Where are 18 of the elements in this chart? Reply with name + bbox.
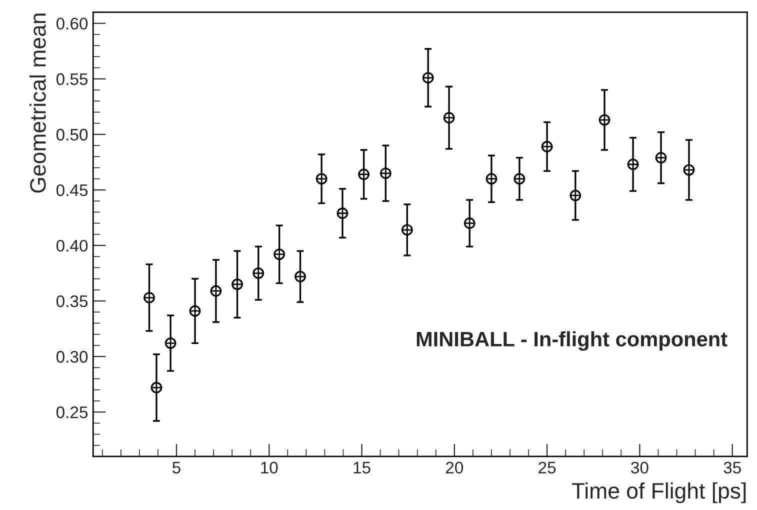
x-tick-label: 15	[354, 462, 370, 474]
x-tick-label: 5	[172, 462, 180, 474]
y-tick-label: 0.35	[56, 295, 88, 308]
y-tick-label: 0.45	[56, 184, 88, 196]
x-tick-label: 30	[631, 462, 648, 474]
y-tick-label: 0.50	[56, 128, 88, 141]
annotation: MINIBALL - In-flight component	[416, 331, 728, 351]
x-tick-label: 20	[446, 462, 464, 474]
y-tick-label: 0.25	[56, 406, 88, 418]
x-tick-label: 10	[261, 462, 278, 474]
y-axis-title: Geometrical mean	[30, 14, 46, 193]
x-tick-label: 35	[724, 462, 741, 474]
y-tick-label: 0.40	[56, 240, 88, 252]
y-tick-label: 0.30	[56, 350, 88, 363]
y-tick-label: 0.55	[56, 73, 88, 86]
x-axis-title: Time of Flight [ps]	[572, 482, 746, 504]
y-tick-label: 0.60	[56, 18, 88, 30]
x-tick-label: 25	[538, 462, 556, 474]
